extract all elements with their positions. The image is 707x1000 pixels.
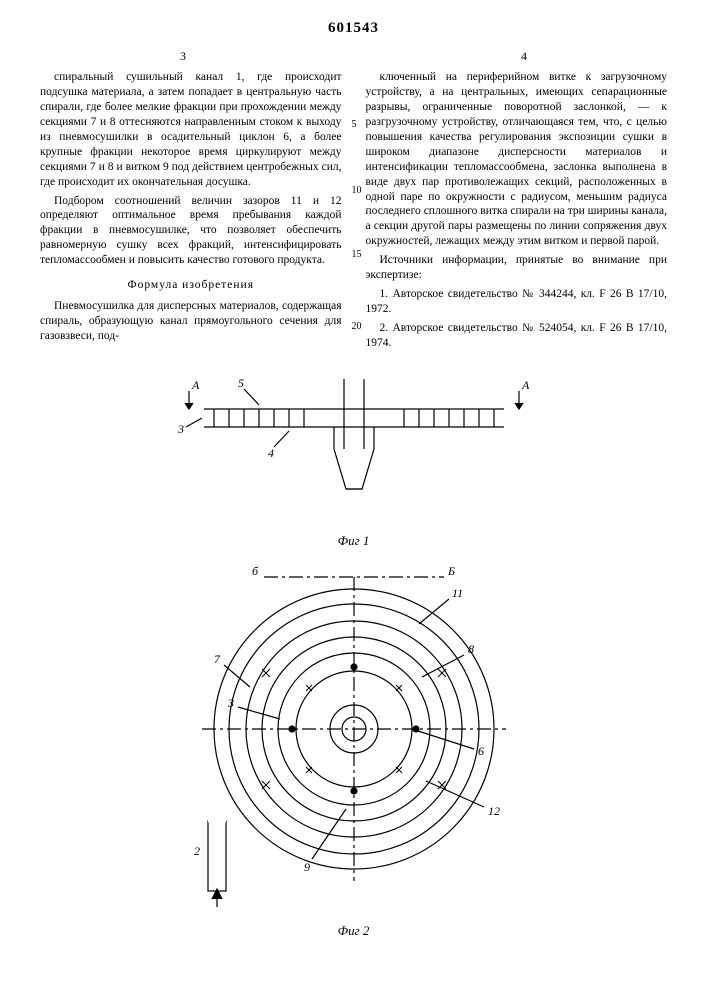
line-mark-10: 10	[352, 184, 362, 197]
fig2-label-6: 6	[478, 744, 484, 758]
fig1-label-3: 3	[177, 422, 184, 436]
figure-1-svg: A A 5 4 3	[144, 369, 564, 529]
fig1-label-A-right: A	[521, 378, 530, 392]
fig2-label-8: 8	[468, 642, 474, 656]
col-header-left: 3	[180, 49, 186, 64]
fig2-label-9: 9	[304, 860, 310, 874]
fig1-label-A-left: A	[191, 378, 200, 392]
text-columns: спиральный сушильный канал 1, где происх…	[40, 70, 667, 355]
fig2-label-7: 7	[214, 652, 221, 666]
left-p3: Пневмосушилка для дисперсных материалов,…	[40, 299, 342, 344]
line-mark-20: 20	[352, 320, 362, 333]
fig1-label-5: 5	[238, 376, 244, 390]
left-p2: Подбором соотношений величин зазоров 11 …	[40, 194, 342, 269]
fig2-label-11: 11	[452, 586, 463, 600]
fig1-caption: Фиг 1	[40, 533, 667, 549]
fig2-caption: Фиг 2	[40, 923, 667, 939]
formula-title: Формула изобретения	[40, 278, 342, 293]
fig2-label-12: 12	[488, 804, 500, 818]
patent-page: 601543 3 4 спиральный сушильный канал 1,…	[0, 0, 707, 969]
sources-title: Источники информации, принятые во вниман…	[366, 253, 668, 283]
source-1: 1. Авторское свидетельство № 344244, кл.…	[366, 287, 668, 317]
col-header-right: 4	[521, 49, 527, 64]
document-number: 601543	[40, 20, 667, 37]
fig2-label-b2: Б	[447, 564, 455, 578]
left-column: спиральный сушильный канал 1, где происх…	[40, 70, 342, 355]
right-p1: ключенный на периферийном витке к загруз…	[366, 70, 668, 249]
fig2-label-b1: б	[252, 564, 259, 578]
figure-2-svg: б Б 11 7 8 6 12 9 3 2	[164, 559, 544, 919]
fig1-label-4: 4	[268, 446, 274, 460]
right-column: 5 10 15 20 ключенный на периферийном вит…	[366, 70, 668, 355]
fig2-label-2: 2	[194, 844, 200, 858]
left-p1: спиральный сушильный канал 1, где происх…	[40, 70, 342, 190]
line-mark-15: 15	[352, 248, 362, 261]
source-2: 2. Авторское свидетельство № 524054, кл.…	[366, 321, 668, 351]
figures-block: A A 5 4 3 Фиг 1	[40, 369, 667, 939]
line-mark-5: 5	[352, 118, 357, 131]
column-headers: 3 4	[40, 49, 667, 64]
fig2-label-3: 3	[227, 696, 234, 710]
